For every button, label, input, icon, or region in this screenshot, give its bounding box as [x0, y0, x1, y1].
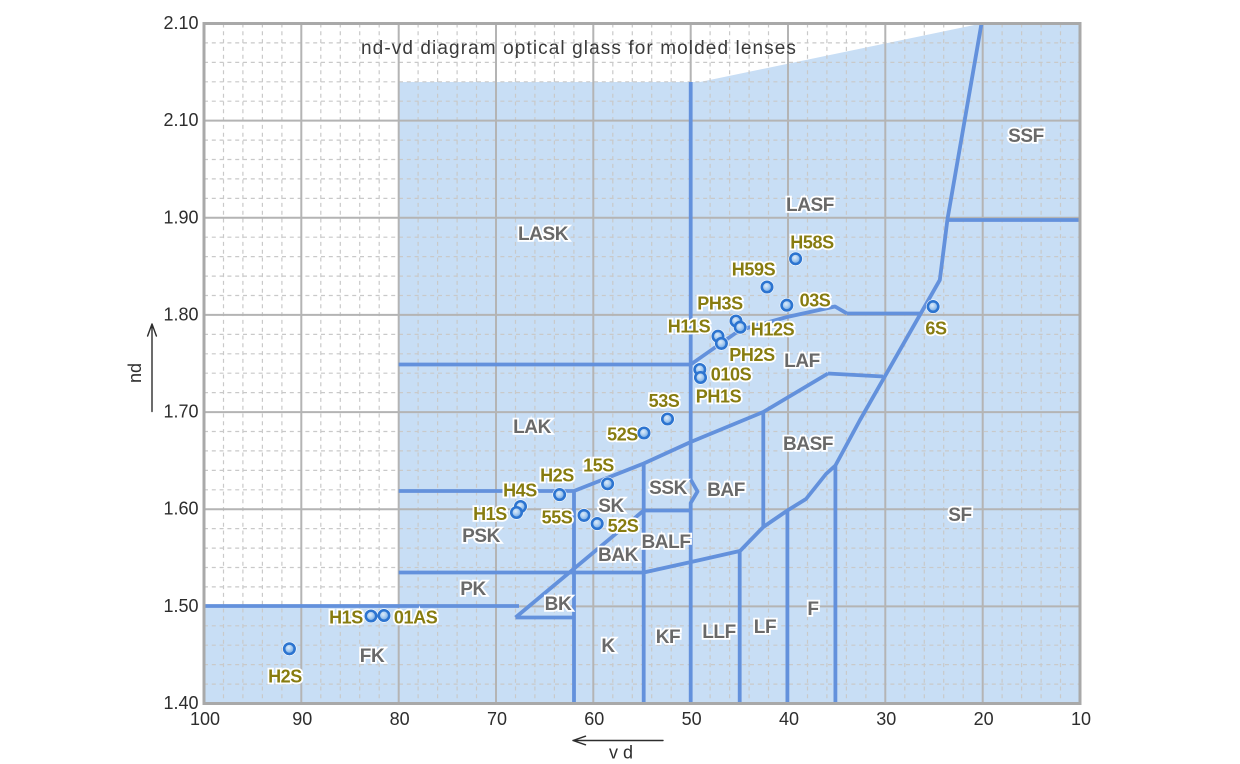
svg-text:30: 30 [876, 709, 896, 729]
svg-text:LLF: LLF [702, 622, 736, 643]
svg-text:55S: 55S [542, 508, 573, 528]
svg-text:FK: FK [360, 646, 385, 667]
svg-text:BASF: BASF [783, 434, 833, 455]
svg-text:52S: 52S [608, 516, 639, 536]
svg-text:1.80: 1.80 [163, 304, 198, 324]
svg-text:50: 50 [682, 709, 702, 729]
svg-text:H58S: H58S [790, 233, 834, 253]
svg-text:SF: SF [948, 505, 971, 526]
svg-text:1.70: 1.70 [163, 402, 198, 422]
svg-text:LASF: LASF [786, 195, 834, 216]
svg-text:LF: LF [754, 617, 776, 638]
svg-text:10: 10 [1071, 709, 1091, 729]
svg-text:H2S: H2S [540, 466, 574, 486]
svg-text:SSK: SSK [649, 478, 688, 499]
svg-text:70: 70 [487, 709, 507, 729]
svg-text:6S: 6S [925, 319, 947, 339]
svg-text:LAK: LAK [513, 417, 552, 438]
svg-text:53S: 53S [649, 391, 680, 411]
svg-text:H2S: H2S [268, 667, 302, 687]
svg-text:BAK: BAK [598, 545, 639, 566]
svg-text:03S: 03S [800, 291, 831, 311]
svg-text:BAF: BAF [707, 480, 745, 501]
svg-text:PK: PK [460, 579, 486, 600]
svg-text:SK: SK [598, 496, 624, 517]
svg-text:1.60: 1.60 [163, 499, 198, 519]
svg-text:1.40: 1.40 [163, 693, 198, 713]
svg-text:H12S: H12S [751, 320, 795, 340]
svg-text:KF: KF [656, 627, 681, 648]
svg-text:1.50: 1.50 [163, 596, 198, 616]
svg-text:PH3S: PH3S [697, 294, 743, 314]
svg-text:52S: 52S [607, 425, 638, 445]
svg-text:nd: nd [125, 363, 145, 383]
svg-text:2.10: 2.10 [163, 110, 198, 130]
svg-text:v d: v d [609, 743, 633, 763]
svg-text:H1S: H1S [473, 504, 507, 524]
svg-text:90: 90 [292, 709, 312, 729]
svg-text:K: K [601, 636, 615, 657]
svg-text:SSF: SSF [1008, 126, 1044, 147]
svg-text:BK: BK [545, 594, 572, 615]
svg-text:010S: 010S [711, 365, 752, 385]
svg-text:LASK: LASK [518, 224, 569, 245]
svg-text:F: F [807, 599, 818, 620]
svg-text:PH2S: PH2S [729, 345, 775, 365]
svg-text:H11S: H11S [668, 317, 711, 337]
svg-text:H1S: H1S [329, 608, 363, 628]
svg-text:80: 80 [390, 709, 410, 729]
svg-text:H4S: H4S [503, 481, 537, 501]
svg-text:BALF: BALF [641, 532, 690, 553]
svg-text:01AS: 01AS [394, 608, 438, 628]
svg-text:H59S: H59S [732, 260, 776, 280]
svg-text:PSK: PSK [462, 526, 501, 547]
svg-text:nd-vd diagram optical glass fo: nd-vd diagram optical glass for molded l… [361, 38, 797, 59]
svg-text:60: 60 [584, 709, 604, 729]
svg-text:20: 20 [974, 709, 994, 729]
svg-text:1.90: 1.90 [163, 207, 198, 227]
svg-text:100: 100 [190, 709, 220, 729]
svg-text:LAF: LAF [784, 351, 820, 372]
svg-text:2.10: 2.10 [163, 13, 198, 33]
svg-text:40: 40 [779, 709, 799, 729]
svg-text:PH1S: PH1S [696, 387, 742, 407]
svg-text:15S: 15S [583, 456, 614, 476]
